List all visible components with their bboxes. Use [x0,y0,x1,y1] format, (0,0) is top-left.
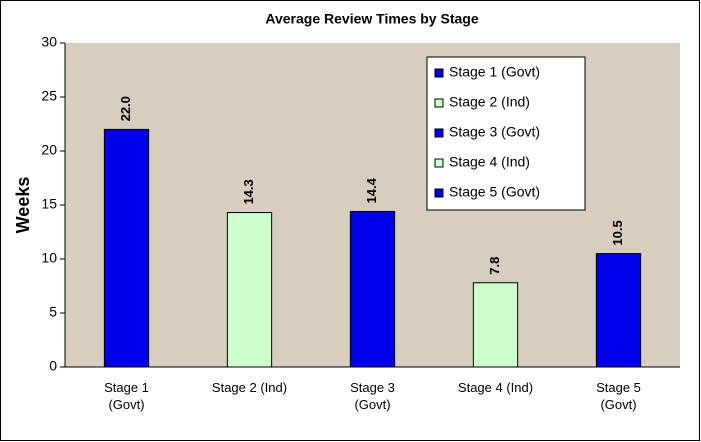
bar [226,212,273,368]
y-axis-label: Weeks [13,177,33,234]
y-tick-label: 30 [41,34,57,50]
y-tick-label: 10 [41,250,57,266]
legend-swatch [434,128,444,138]
legend-swatch [434,68,444,78]
x-tick-label: Stage 2 (Ind) [211,380,288,395]
y-tick-label: 15 [41,196,57,212]
x-tick-label: Stage 3 (Govt) [350,380,395,412]
bar [472,282,519,368]
y-tick-label: 0 [49,358,57,374]
y-tick-label: 25 [41,88,57,104]
y-tick-label: 5 [49,304,57,320]
legend-swatch [434,188,444,198]
legend-label: Stage 5 (Govt) [449,184,540,200]
chart-title: Average Review Times by Stage [265,11,478,27]
data-label: 7.8 [487,257,502,275]
legend-label: Stage 2 (Ind) [449,94,530,110]
legend-label: Stage 3 (Govt) [449,124,540,140]
data-label: 14.3 [241,179,256,204]
data-label: 14.4 [364,177,379,203]
x-tick-label: Stage 4 (Ind) [457,380,534,395]
legend-label: Stage 1 (Govt) [449,64,540,80]
data-label: 22.0 [118,96,133,121]
x-tick-label: Stage 1 (Govt) [104,380,149,412]
bar [595,253,642,368]
legend [426,56,586,211]
bar [103,128,150,368]
legend-swatch [434,158,444,168]
legend-swatch [434,98,444,108]
y-tick-label: 20 [41,142,57,158]
bar [349,210,396,368]
data-label: 10.5 [610,220,625,245]
x-tick-label: Stage 5 (Govt) [596,380,641,412]
legend-label: Stage 4 (Ind) [449,154,530,170]
